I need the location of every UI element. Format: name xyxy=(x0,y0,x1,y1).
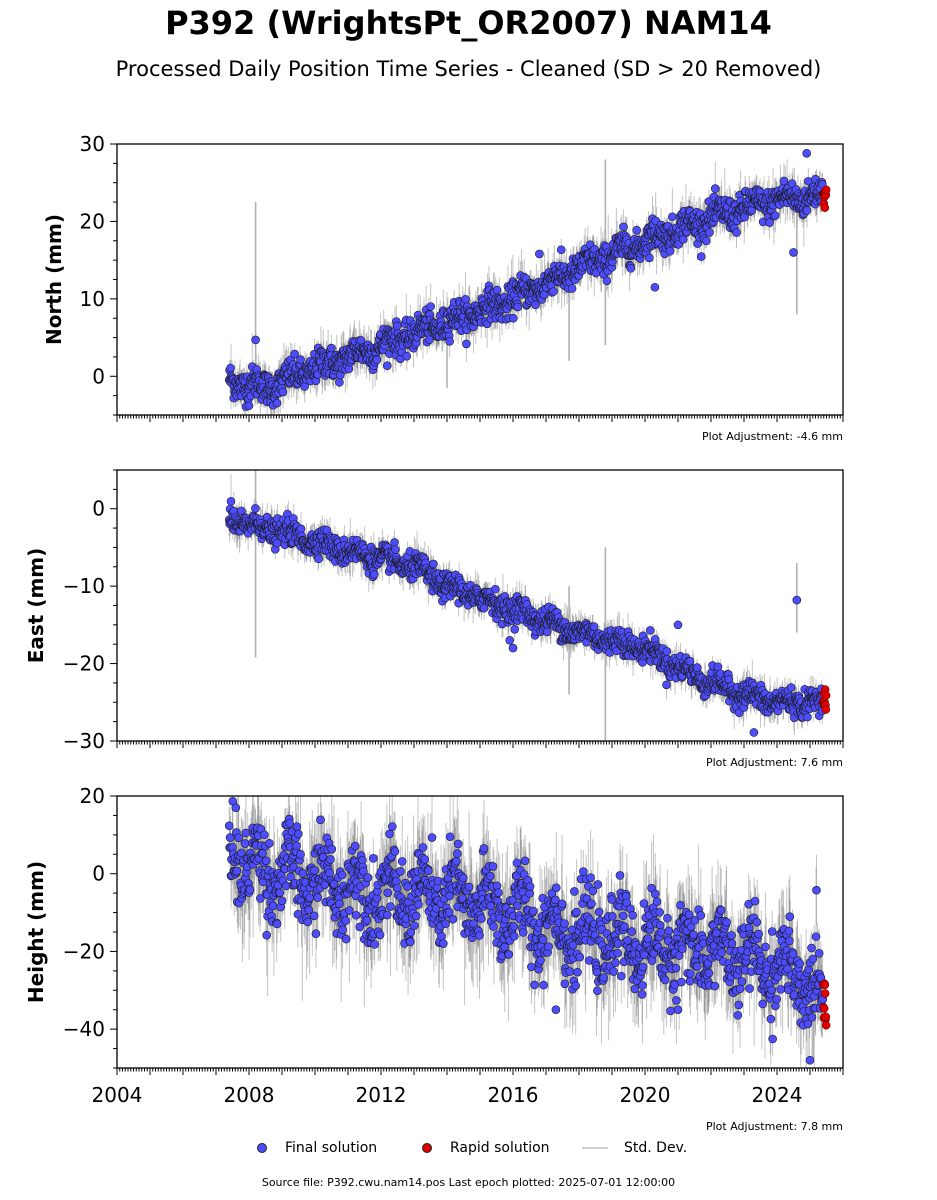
north-final-point xyxy=(779,176,789,186)
east-final-point xyxy=(314,554,323,564)
north-final-point xyxy=(701,236,711,246)
north-final-point xyxy=(710,184,720,193)
north-axes-frame xyxy=(116,143,844,416)
north-final-point xyxy=(556,245,566,255)
north-final-point xyxy=(445,337,454,346)
north-final-point xyxy=(802,206,812,215)
north-final-point xyxy=(705,228,714,237)
north-final-point xyxy=(251,335,260,345)
chart-subtitle: Processed Daily Position Time Series - C… xyxy=(115,57,822,81)
north-final-point xyxy=(535,249,544,259)
north-final-point xyxy=(244,401,254,411)
north-final-point xyxy=(278,387,288,397)
north-final-point xyxy=(296,355,305,364)
north-final-point xyxy=(765,218,774,227)
east-final-point xyxy=(390,538,399,547)
north-final-point xyxy=(645,253,654,263)
north-final-point xyxy=(461,294,470,304)
east-final-point xyxy=(226,496,236,506)
east-final-point xyxy=(542,627,552,637)
north-final-point xyxy=(290,349,300,359)
north-final-point xyxy=(802,148,812,158)
east-final-points xyxy=(224,496,828,737)
east-final-point xyxy=(490,584,500,594)
north-final-point xyxy=(272,398,282,408)
north-final-point xyxy=(602,276,612,286)
north-final-point xyxy=(771,211,780,220)
east-final-point xyxy=(251,504,260,513)
north-final-point xyxy=(226,363,235,373)
north-final-point xyxy=(549,287,558,296)
north-final-point xyxy=(372,355,382,365)
north-final-point xyxy=(326,343,336,353)
north-final-point xyxy=(650,282,660,292)
north-final-point xyxy=(665,246,675,256)
north-final-point xyxy=(509,313,518,323)
north-final-point xyxy=(383,361,392,371)
north-final-point xyxy=(425,335,434,345)
east-final-point xyxy=(369,570,379,579)
north-rapid-points xyxy=(818,185,831,212)
north-rapid-point xyxy=(821,185,831,195)
north-final-point xyxy=(567,284,577,293)
north-final-point xyxy=(392,321,402,331)
north-final-point xyxy=(668,212,677,222)
north-y-tick-label: 20 xyxy=(80,209,105,233)
east-final-point xyxy=(479,603,489,613)
north-y-tick-label: 10 xyxy=(80,287,105,311)
north-final-point xyxy=(462,339,471,349)
north-plot-adjustment: Plot Adjustment: -4.6 mm xyxy=(702,430,843,443)
north-y-tick-label: 0 xyxy=(92,364,105,388)
north-final-points xyxy=(224,148,828,411)
north-final-point xyxy=(402,351,412,361)
north-final-point xyxy=(335,378,344,387)
north-final-point xyxy=(619,222,628,232)
north-final-point xyxy=(732,228,741,237)
north-final-point xyxy=(789,248,798,257)
north-plot-area xyxy=(224,148,831,415)
east-plot-area xyxy=(224,470,831,741)
east-final-point xyxy=(296,524,306,534)
north-final-point xyxy=(539,290,549,299)
chart-title: P392 (WrightsPt_OR2007) NAM14 xyxy=(165,4,772,42)
north-final-point xyxy=(531,300,540,310)
north-y-axis-label: North (mm) xyxy=(42,214,66,345)
north-final-point xyxy=(426,302,435,311)
north-final-point xyxy=(492,285,502,295)
north-final-point xyxy=(513,302,523,312)
north-final-point xyxy=(632,225,641,235)
north-final-point xyxy=(696,252,706,261)
east-final-point xyxy=(429,559,438,569)
north-rapid-point xyxy=(820,203,830,212)
east-final-point xyxy=(391,545,400,554)
east-final-point xyxy=(510,624,520,634)
north-y-tick-label: 30 xyxy=(80,132,105,156)
north-panel: 0 10 20 30 North (mm) Plot Adjustment: -4.6 m… xyxy=(42,132,844,443)
north-final-point xyxy=(626,263,636,273)
north-final-point xyxy=(787,179,797,188)
